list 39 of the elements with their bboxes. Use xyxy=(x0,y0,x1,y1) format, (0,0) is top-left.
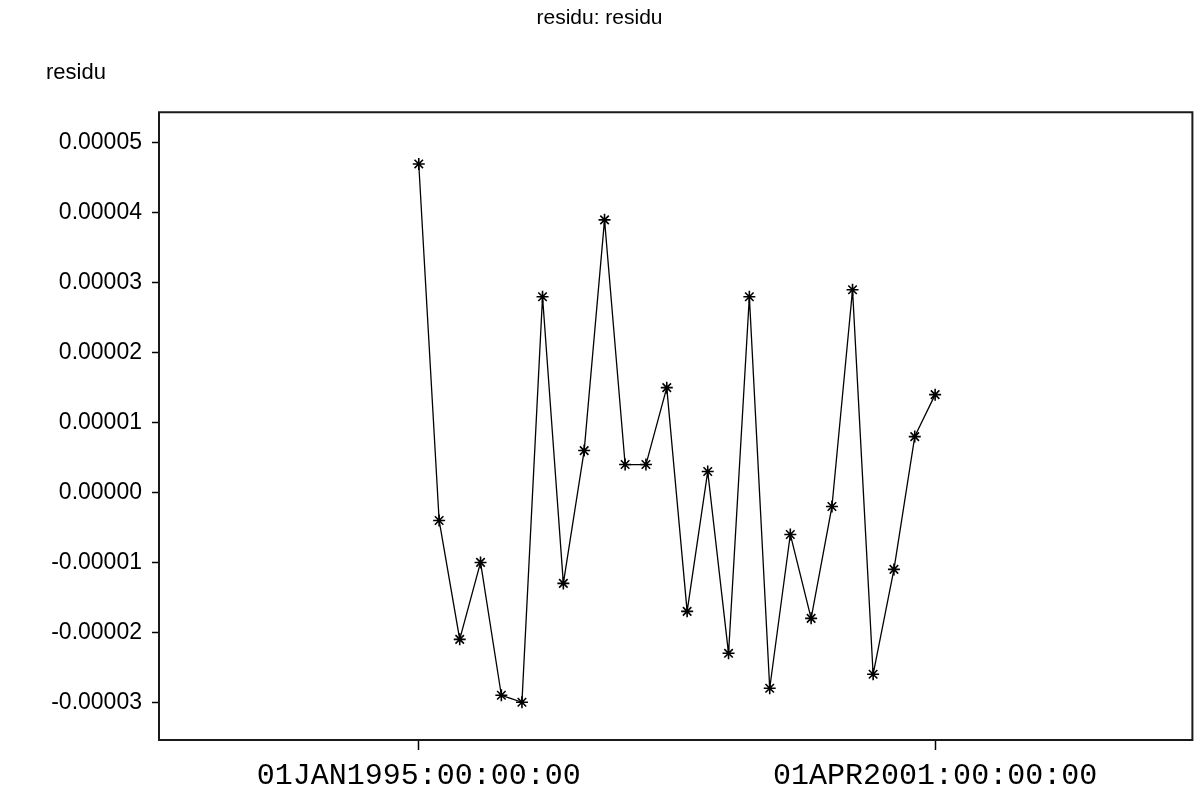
point xyxy=(494,688,509,703)
y-tick-label: 0.00003 xyxy=(58,268,142,295)
chart-title: residu: residu xyxy=(536,5,663,29)
point xyxy=(866,667,880,682)
point xyxy=(659,380,674,395)
point xyxy=(515,695,529,710)
point xyxy=(845,282,860,297)
x-tick-label: 01JAN1995:00:00:00 xyxy=(256,758,581,793)
y-tick-label: 0.00002 xyxy=(58,338,142,365)
point xyxy=(432,513,446,528)
point xyxy=(577,443,591,458)
point xyxy=(825,499,839,514)
x-tick-label: 01APR2001:00:00:00 xyxy=(773,758,1098,793)
point xyxy=(452,632,467,647)
point xyxy=(907,429,922,444)
point xyxy=(680,604,694,619)
y-tick-label: 0.00001 xyxy=(58,407,142,434)
point xyxy=(411,157,426,171)
point xyxy=(762,681,777,696)
y-tick-label: 0.00000 xyxy=(58,477,142,504)
point xyxy=(721,646,736,661)
point xyxy=(804,611,818,626)
y-tick-label: -0.00001 xyxy=(51,547,142,574)
point xyxy=(597,213,612,227)
point xyxy=(639,457,653,472)
point xyxy=(928,387,942,402)
point xyxy=(473,555,488,570)
point xyxy=(556,576,571,591)
y-tick-label: 0.00005 xyxy=(58,128,142,155)
y-tick-label: -0.00002 xyxy=(51,617,142,644)
point xyxy=(535,289,550,304)
y-axis-title: residu xyxy=(46,59,106,85)
y-tick-label: 0.00004 xyxy=(58,198,143,225)
point xyxy=(618,457,632,472)
point xyxy=(783,527,798,542)
point xyxy=(742,289,757,304)
point xyxy=(700,464,715,479)
point xyxy=(887,562,901,577)
y-tick-label: -0.00003 xyxy=(51,687,142,714)
